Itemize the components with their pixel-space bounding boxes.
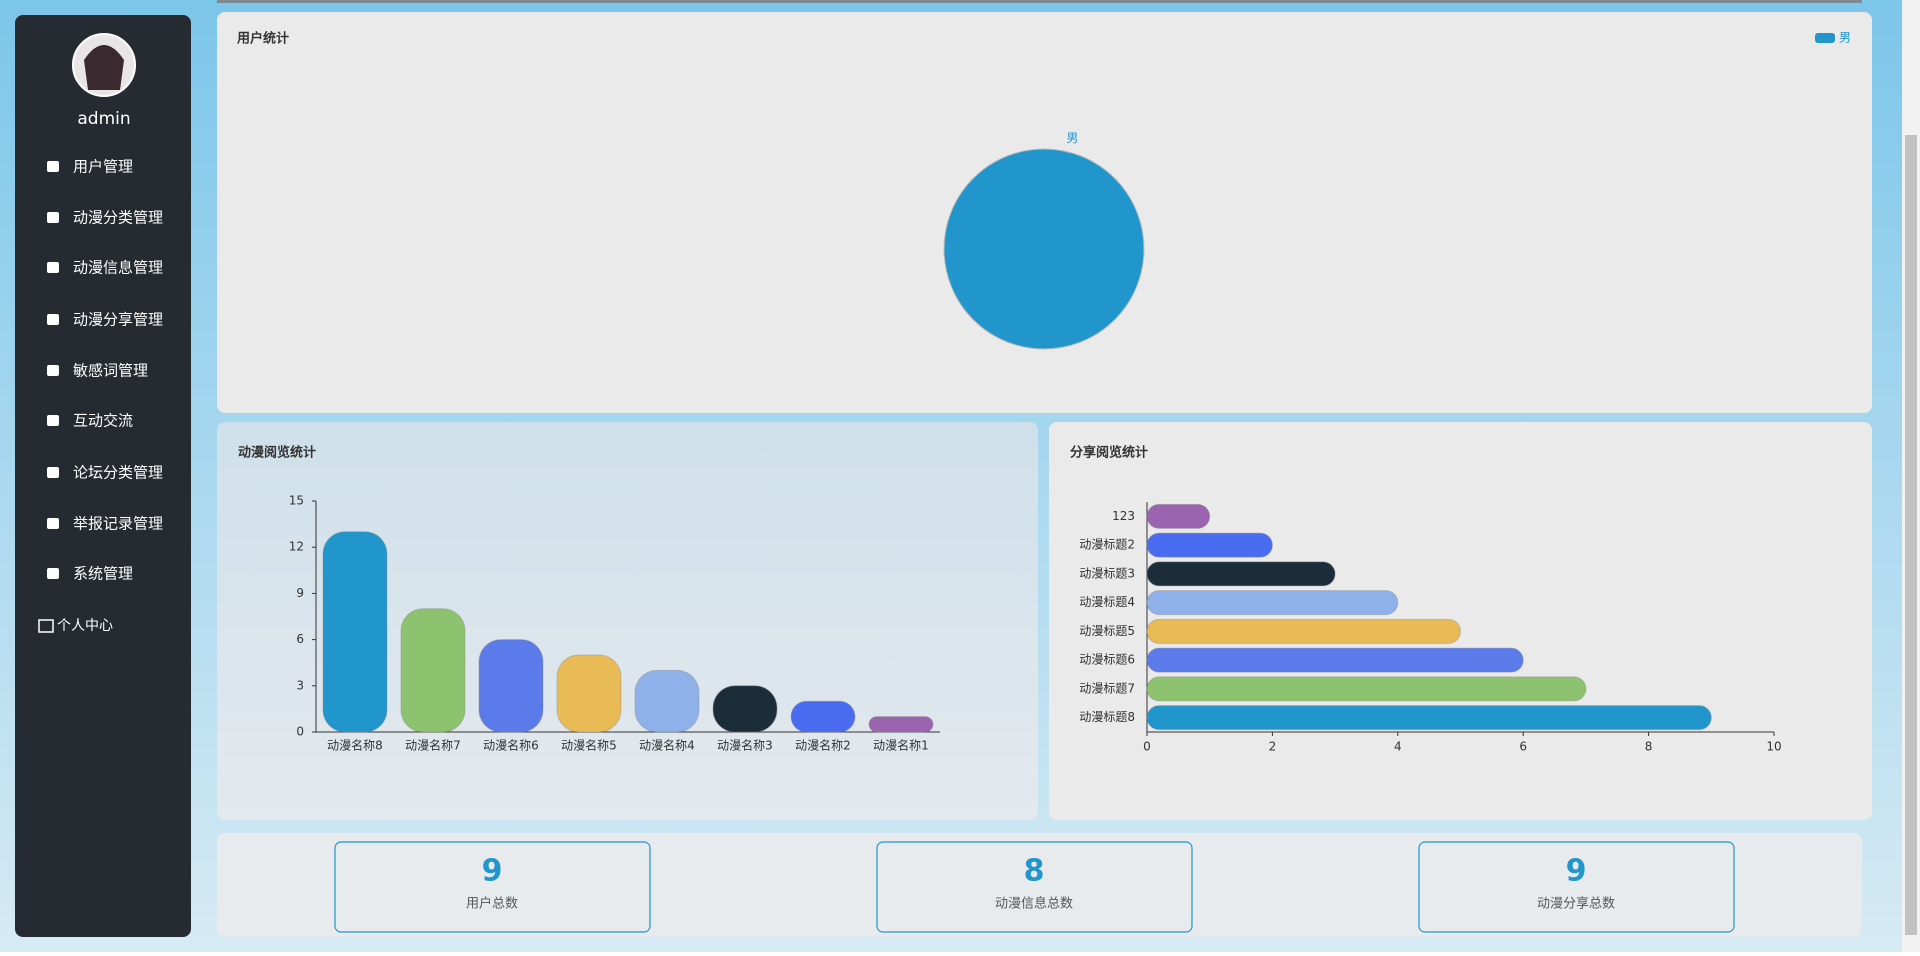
menu-item[interactable]: 敏感词管理: [73, 362, 148, 380]
menu-item[interactable]: 用户管理: [73, 158, 133, 176]
x-tick-label: 动漫名称4: [639, 738, 695, 753]
bar: [790, 700, 856, 733]
bar: [1146, 647, 1524, 673]
stat-card[interactable]: [876, 841, 1193, 933]
stat-value: 9: [482, 854, 503, 889]
stat-label: 用户总数: [466, 896, 518, 912]
stat-card[interactable]: [334, 841, 651, 933]
chart-title: 动漫阅览统计: [238, 445, 316, 461]
x-tick-label: 4: [1394, 740, 1402, 754]
bar: [634, 669, 700, 733]
stat-label: 动漫信息总数: [995, 896, 1073, 912]
menu-icon: [47, 467, 59, 478]
y-tick-label: 动漫标题4: [1079, 595, 1135, 609]
chart-title: 分享阅览统计: [1070, 445, 1148, 461]
stat-value: 9: [1566, 854, 1587, 889]
menu-icon: [47, 262, 59, 273]
panel: [217, 833, 1862, 937]
y-tick-label: 动漫标题8: [1079, 710, 1135, 724]
x-tick-label: 动漫名称8: [327, 738, 383, 753]
y-tick-label: 动漫标题7: [1079, 681, 1135, 695]
sidebar: [15, 15, 191, 937]
pie-slice: [943, 148, 1145, 350]
x-tick-label: 6: [1519, 740, 1527, 754]
bar: [1146, 503, 1211, 529]
menu-item[interactable]: 举报记录管理: [73, 515, 163, 533]
x-tick-label: 动漫名称2: [795, 738, 851, 753]
x-tick-label: 动漫名称1: [873, 738, 929, 753]
x-tick-label: 动漫名称5: [561, 738, 617, 753]
avatar-art: [84, 45, 124, 90]
menu-item[interactable]: 论坛分类管理: [73, 464, 163, 482]
menu-icon: [47, 568, 59, 579]
bar: [478, 639, 544, 733]
menu-item[interactable]: 个人中心: [57, 618, 113, 634]
y-tick-label: 15: [289, 494, 304, 508]
bar: [1146, 618, 1461, 644]
menu-icon: [47, 161, 59, 172]
x-tick-label: 动漫名称7: [405, 738, 461, 753]
y-tick-label: 3: [296, 678, 304, 692]
legend-label[interactable]: 男: [1839, 31, 1851, 45]
chart-title: 用户统计: [236, 31, 289, 47]
y-tick-label: 动漫标题6: [1079, 653, 1135, 667]
y-tick-label: 6: [296, 632, 304, 646]
x-tick-label: 动漫名称6: [483, 738, 539, 753]
bar: [400, 608, 466, 733]
scroll-thumb[interactable]: [1905, 135, 1917, 935]
bar: [712, 685, 778, 733]
y-tick-label: 动漫标题5: [1079, 624, 1135, 638]
x-tick-label: 10: [1766, 740, 1781, 754]
menu-item[interactable]: 互动交流: [73, 412, 133, 430]
top-strip: [217, 0, 1862, 3]
y-tick-label: 123: [1112, 509, 1135, 523]
slice-label: 男: [1066, 131, 1078, 145]
menu-item[interactable]: 动漫分类管理: [73, 209, 163, 227]
stat-label: 动漫分享总数: [1537, 896, 1615, 912]
bar: [556, 654, 622, 733]
y-tick-label: 12: [289, 540, 304, 554]
menu-icon: [47, 212, 59, 223]
x-tick-label: 8: [1645, 740, 1653, 754]
profile-icon: [38, 619, 54, 633]
stat-value: 8: [1024, 854, 1045, 889]
y-tick-label: 动漫标题2: [1079, 538, 1135, 552]
username: admin: [77, 109, 130, 129]
x-tick-label: 2: [1269, 740, 1277, 754]
menu-icon: [47, 415, 59, 426]
bar: [1146, 561, 1336, 587]
menu-item[interactable]: 动漫信息管理: [73, 259, 163, 277]
legend-swatch: [1815, 33, 1835, 43]
x-tick-label: 动漫名称3: [717, 738, 773, 753]
menu-icon: [47, 314, 59, 325]
menu-icon: [47, 365, 59, 376]
stat-card[interactable]: [1418, 841, 1735, 933]
bar: [868, 716, 934, 733]
bar: [1146, 532, 1273, 558]
y-tick-label: 9: [296, 586, 304, 600]
y-tick-label: 动漫标题3: [1079, 566, 1135, 580]
bar: [1146, 590, 1399, 616]
menu-item[interactable]: 动漫分享管理: [73, 311, 163, 329]
y-tick-label: 0: [296, 725, 304, 739]
x-tick-label: 0: [1143, 740, 1151, 754]
bar: [1146, 676, 1587, 702]
bar: [1146, 705, 1712, 731]
menu-icon: [47, 518, 59, 529]
menu-item[interactable]: 系统管理: [73, 565, 133, 583]
bar: [322, 531, 388, 733]
